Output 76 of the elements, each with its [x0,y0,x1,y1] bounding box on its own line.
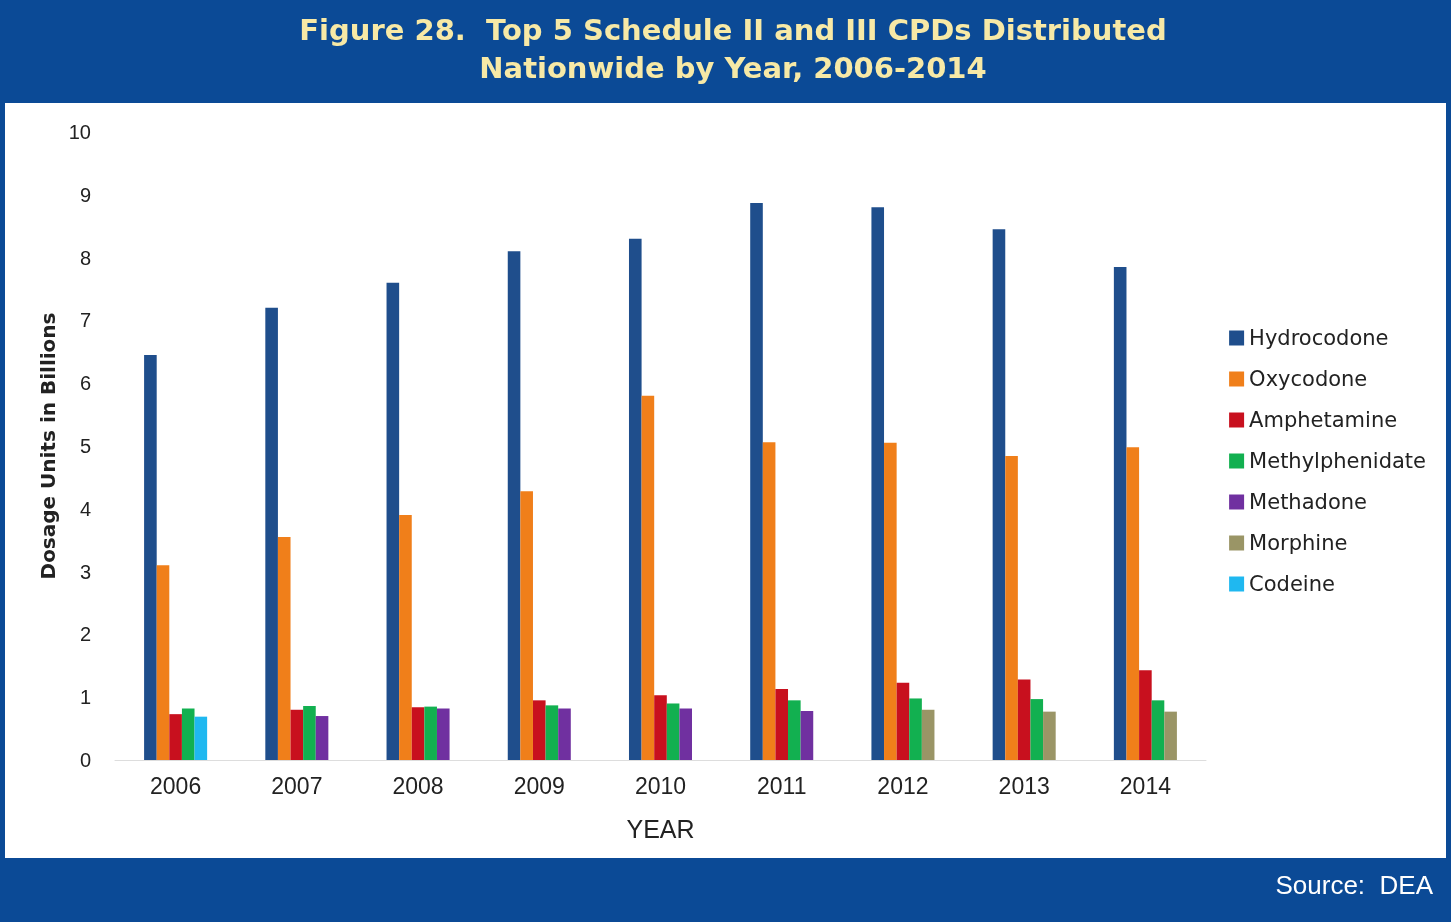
legend-label: Methylphenidate [1249,449,1427,473]
bar [654,695,667,760]
legend-label: Amphetamine [1249,408,1398,432]
bar [144,354,157,760]
bar [1005,456,1018,760]
x-tick-label: 2008 [392,772,444,799]
bar [1126,447,1140,760]
y-tick-label: 10 [68,121,91,143]
bar [1030,699,1044,760]
y-tick-label: 4 [79,497,91,520]
bar [896,682,910,760]
bar [386,282,400,760]
bar [411,707,425,760]
bar [788,700,801,760]
bar [290,709,304,760]
bar [315,716,329,760]
bar [909,698,922,760]
x-tick-label: 2012 [877,772,929,799]
y-tick-label: 3 [79,560,91,583]
x-axis-title: YEAR [626,814,695,843]
y-tick-label: 9 [79,183,91,206]
bar [679,708,693,760]
x-tick-label: 2013 [998,772,1050,799]
x-tick-label: 2006 [150,772,202,799]
y-tick-label: 1 [79,686,91,709]
bar [884,442,897,760]
bar [169,714,182,760]
bar [871,207,885,760]
bar [436,708,450,760]
source-note: Source: DEA [1275,870,1434,900]
legend-label: Methadone [1249,490,1367,514]
bar [520,491,533,760]
bar [1017,679,1031,760]
bar [265,307,278,760]
x-tick-label: 2011 [756,772,807,799]
bar [1139,670,1152,760]
bar [558,708,571,760]
bar [507,251,521,760]
bar [628,238,642,760]
bar [424,706,437,760]
bar [992,229,1006,760]
bar [1113,267,1127,760]
bar [532,700,546,760]
x-tick-label: 2007 [271,772,323,799]
legend-label: Morphine [1249,531,1348,555]
legend-label: Hydrocodone [1249,326,1389,350]
bar [800,711,814,760]
bar [545,705,559,760]
y-tick-label: 7 [79,309,91,332]
bar [194,716,208,760]
bar [399,515,412,760]
x-tick-label: 2010 [634,772,687,799]
chart-title: Figure 28. Top 5 Schedule II and III CPDs Distributed Nationwide by Year, 2006-2014 [299,13,1167,85]
bar [666,703,680,760]
y-tick-label: 0 [79,749,91,771]
legend-label: Codeine [1249,572,1335,596]
x-tick-label: 2014 [1119,772,1172,799]
bar [641,395,655,760]
x-tick-label: 2009 [513,772,565,799]
bar [921,709,935,760]
bar [775,689,789,760]
bar [277,537,291,760]
y-axis-title: Dosage Units in Billions [35,312,60,580]
bar [1164,711,1177,760]
legend-label: Oxycodone [1249,367,1368,391]
bar [750,202,763,760]
y-tick-label: 5 [79,435,91,457]
bar [1043,711,1056,760]
y-tick-label: 6 [79,372,91,395]
bar [1151,700,1165,760]
bar [303,705,316,760]
y-tick-label: 8 [79,246,91,269]
y-tick-label: 2 [79,623,91,646]
bar [181,708,195,760]
bar [156,565,170,760]
bar [762,442,776,760]
